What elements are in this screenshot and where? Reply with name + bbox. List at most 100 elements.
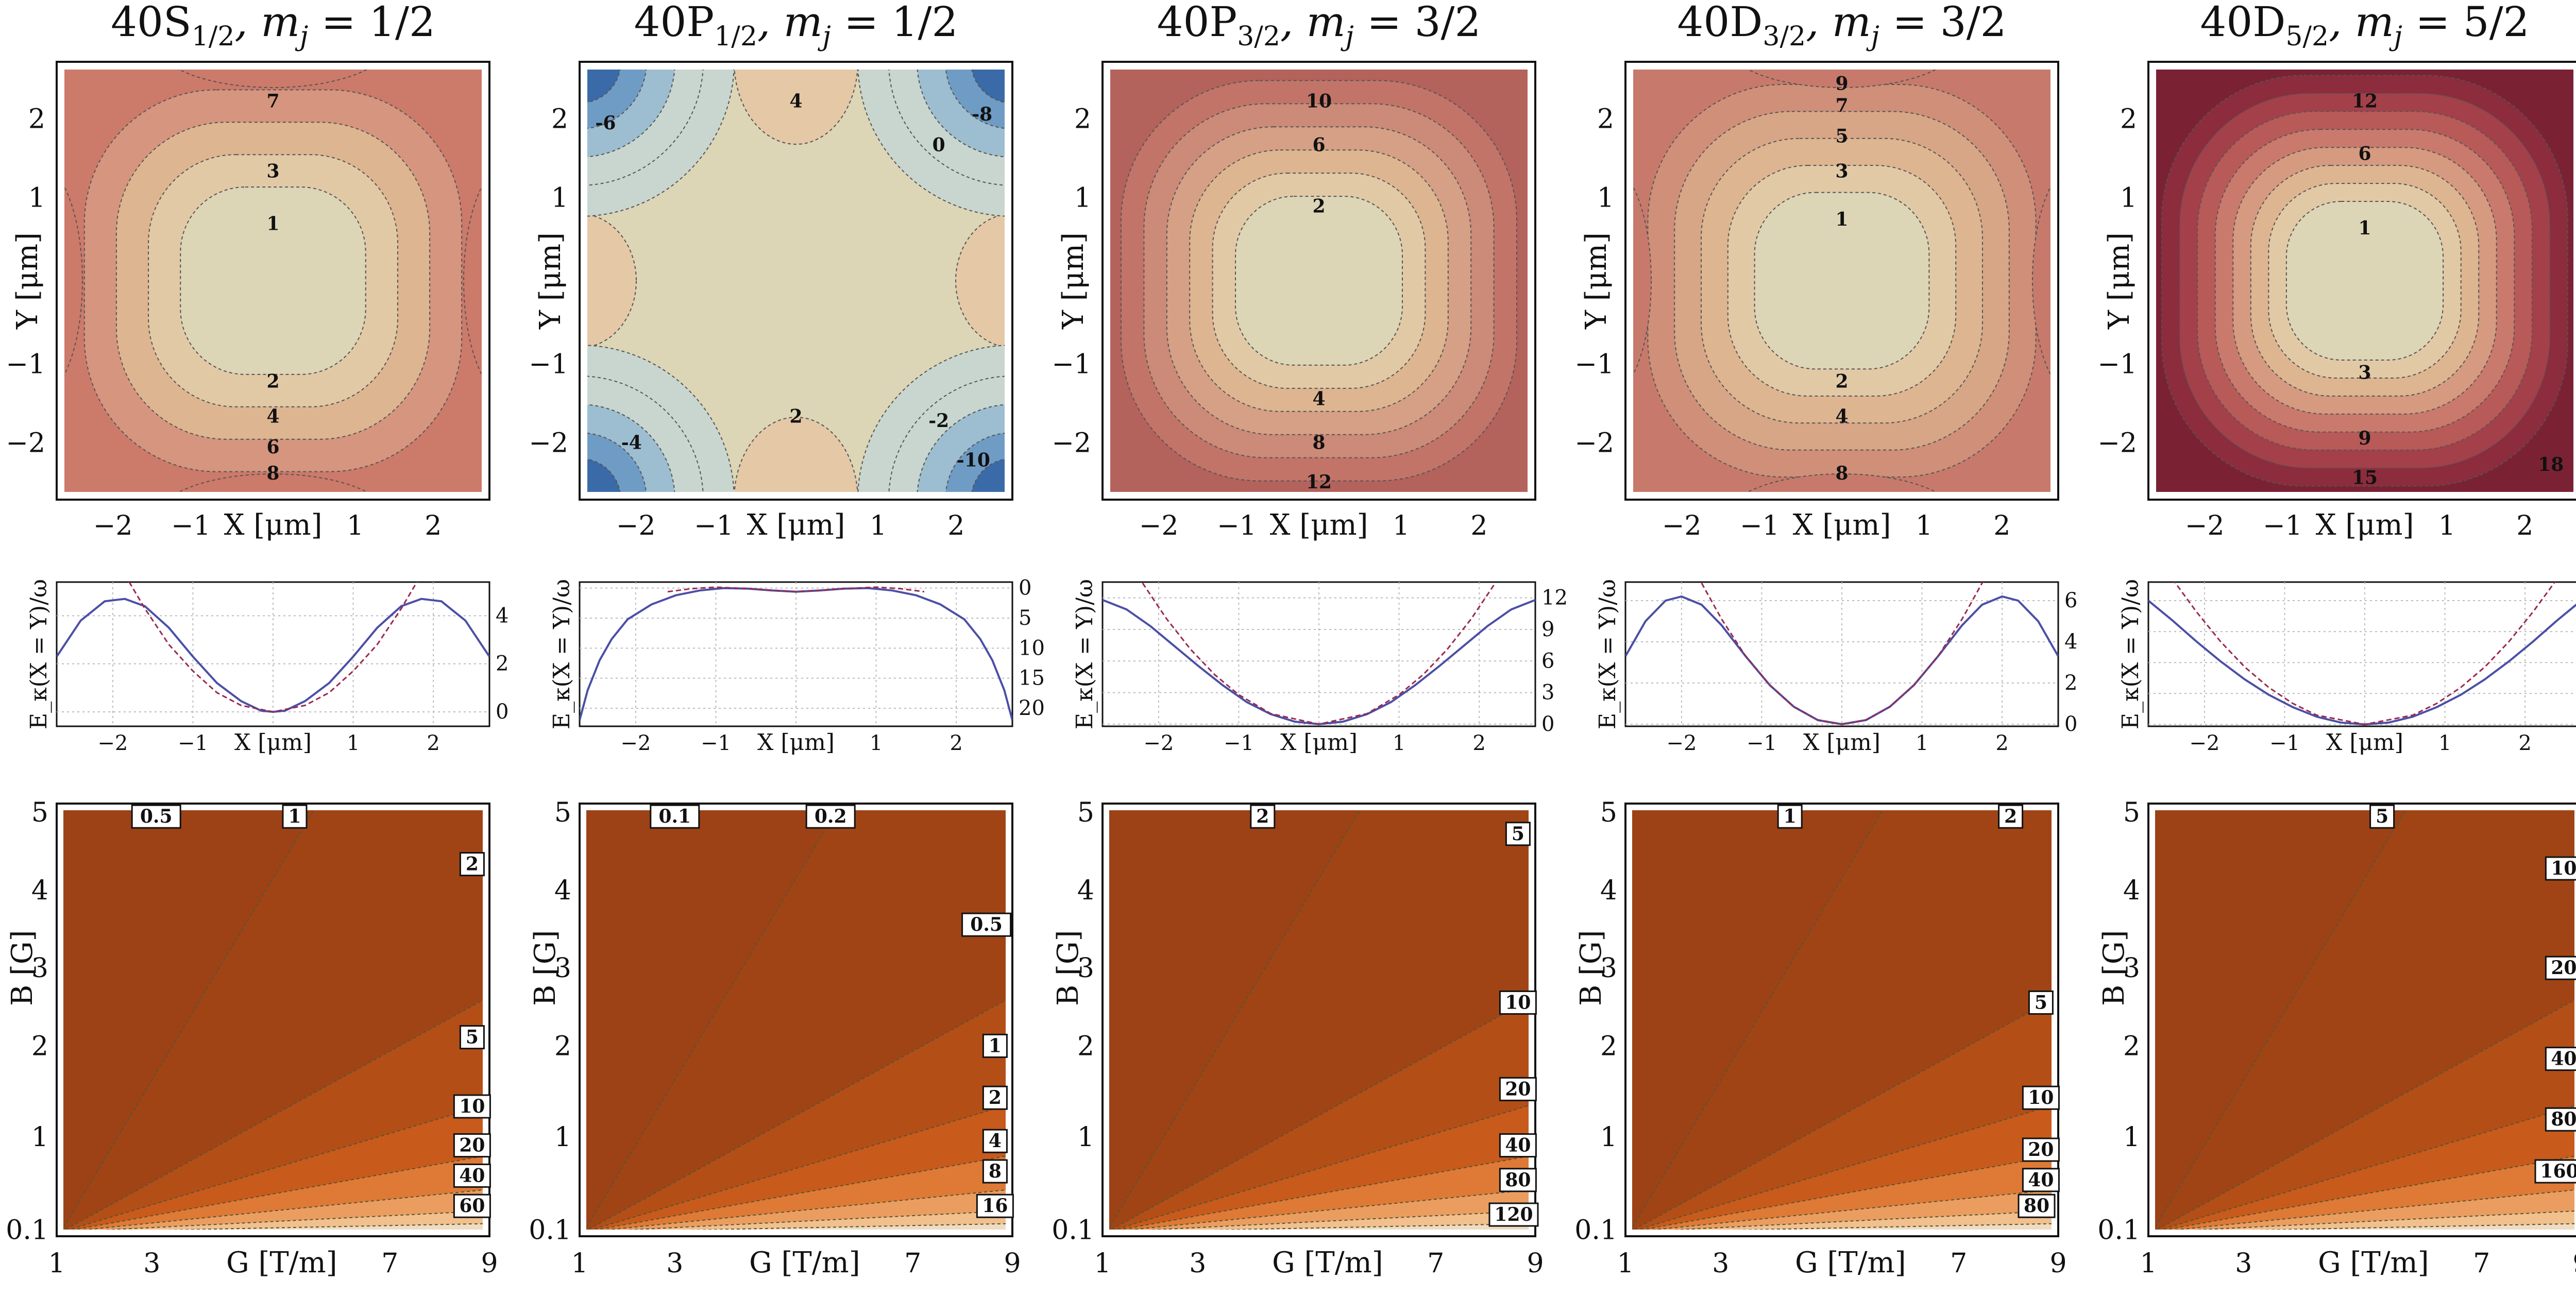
y-tick-label: 1 xyxy=(2123,1122,2140,1153)
y-tick-label: 1 xyxy=(31,1122,48,1153)
y-axis-label: B [G] xyxy=(529,930,562,1006)
contour-label: 5 xyxy=(1512,823,1524,845)
y-axis-label: E_κ(X = Y)/ω xyxy=(2117,579,2144,729)
contour-label: 40 xyxy=(459,1165,485,1186)
panel-frame xyxy=(1101,61,1536,501)
y-axis-label: B [G] xyxy=(2097,930,2131,1006)
contour-label: 3 xyxy=(1835,161,1848,182)
contour-label-box xyxy=(982,1085,1008,1110)
contour-label: 1 xyxy=(989,1035,1002,1056)
x-axis-label: G [T/m] xyxy=(2318,1246,2429,1280)
contour-label: 40 xyxy=(2028,1169,2054,1191)
x-tick-label: −2 xyxy=(1662,510,1702,541)
contour-label: 10 xyxy=(2551,858,2576,879)
y-axis-label: E_κ(X = Y)/ω xyxy=(549,579,575,729)
y-tick-label: −2 xyxy=(529,428,568,459)
contour-label: 4 xyxy=(789,91,802,112)
contour-label: 10 xyxy=(459,1096,485,1117)
contour-label-box xyxy=(1250,804,1276,829)
y-tick-label: 1 xyxy=(1597,183,1614,214)
contour-label: 0.5 xyxy=(140,806,173,827)
x-tick-label: 1 xyxy=(48,1248,65,1279)
panel-frame xyxy=(56,803,490,1237)
contour-band xyxy=(1235,196,1403,366)
y-tick-label: 1 xyxy=(2120,183,2137,214)
y-tick-label: 0.1 xyxy=(6,1215,48,1246)
y-tick-label: 4 xyxy=(31,875,48,906)
contour-label: 6 xyxy=(1312,134,1325,156)
x-tick-label: 3 xyxy=(666,1248,683,1279)
contour-label: 0.1 xyxy=(658,806,691,827)
panel-frame xyxy=(579,803,1013,1237)
contour-label: 20 xyxy=(459,1135,485,1156)
panel-frame-inner xyxy=(580,804,1012,1236)
panel-title: 40P3/2, mj = 3/2 xyxy=(1157,0,1481,52)
panel-frame-inner xyxy=(580,62,1012,499)
y-tick-label: 4 xyxy=(1077,875,1094,906)
contour-label-box xyxy=(453,1193,491,1218)
y-axis-label: Y [μm] xyxy=(2103,232,2136,330)
y-tick-label: 1 xyxy=(551,183,568,214)
y-tick-label: 2 xyxy=(2120,104,2137,135)
x-axis-label: X [μm] xyxy=(2326,729,2403,756)
x-tick-label: 2 xyxy=(1472,731,1485,755)
x-tick-label: 9 xyxy=(1527,1248,1544,1279)
x-tick-label: 1 xyxy=(1393,731,1405,755)
y-tick-label: 3 xyxy=(1600,953,1617,984)
y-tick-label: 1 xyxy=(554,1122,571,1153)
y-tick-label: 2 xyxy=(1074,104,1091,135)
y-tick-label: 20 xyxy=(1019,696,1045,720)
contour-label: 1 xyxy=(1784,806,1797,827)
x-tick-label: −1 xyxy=(1217,510,1257,541)
x-tick-label: 2 xyxy=(2518,731,2531,755)
x-tick-label: 7 xyxy=(1427,1248,1444,1279)
contour-label-box xyxy=(459,852,485,877)
contour-label-box xyxy=(2545,1047,2576,1071)
y-tick-label: 5 xyxy=(31,797,48,828)
y-tick-label: 10 xyxy=(1019,636,1045,660)
y-tick-label: 3 xyxy=(554,953,571,984)
x-tick-label: −1 xyxy=(2263,510,2302,541)
cut-frame xyxy=(2147,581,2576,727)
y-tick-label: 2 xyxy=(1600,1031,1617,1062)
x-tick-label: −1 xyxy=(171,510,211,541)
panel-title: 40P1/2, mj = 1/2 xyxy=(634,0,958,52)
x-tick-label: −1 xyxy=(1224,731,1254,755)
contour-label-box xyxy=(961,912,1012,937)
panel-frame xyxy=(2147,61,2576,501)
y-tick-label: −2 xyxy=(1574,428,1614,459)
y-tick-label: 5 xyxy=(554,797,571,828)
series-harmonic xyxy=(1142,583,1496,725)
x-tick-label: −2 xyxy=(616,510,656,541)
contour-band xyxy=(734,417,858,500)
x-tick-label: −2 xyxy=(2189,731,2219,755)
contour-label-box xyxy=(2018,1193,2056,1218)
y-tick-label: 5 xyxy=(2123,797,2140,828)
contour-label: 12 xyxy=(2352,91,2378,112)
contour-label-box xyxy=(2534,1159,2576,1184)
contour-label: 80 xyxy=(2024,1195,2049,1217)
y-tick-label: 6 xyxy=(1541,649,1554,673)
x-tick-label: 2 xyxy=(427,731,439,755)
panel-frame-inner xyxy=(57,62,489,499)
x-tick-label: 1 xyxy=(870,510,887,541)
panel-frame-inner xyxy=(57,804,489,1236)
x-tick-label: −1 xyxy=(694,510,734,541)
y-tick-label: 2 xyxy=(31,1031,48,1062)
panel-frame-inner xyxy=(1626,804,2058,1236)
x-tick-label: −2 xyxy=(1139,510,1179,541)
panel-frame xyxy=(56,61,490,501)
contour-label: 7 xyxy=(266,91,279,112)
y-tick-label: 4 xyxy=(2123,875,2140,906)
contour-label: 18 xyxy=(2538,454,2564,475)
contour-label-box xyxy=(976,1193,1014,1218)
x-tick-label: −1 xyxy=(701,731,731,755)
y-tick-label: 1 xyxy=(1074,183,1091,214)
contour-label-box xyxy=(2028,990,2054,1015)
contour-label-box xyxy=(453,1163,491,1188)
contour-label: 1 xyxy=(1835,209,1848,230)
x-axis-label: G [T/m] xyxy=(1795,1246,1906,1280)
contour-label-box xyxy=(453,1133,491,1158)
